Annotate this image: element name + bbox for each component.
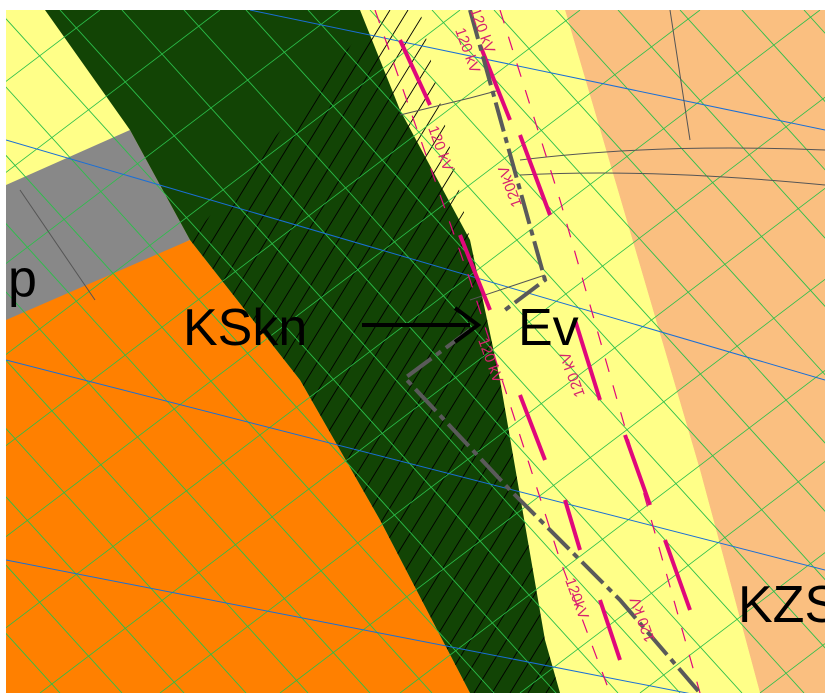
yellow-strip-zone xyxy=(360,10,760,693)
orange-zone xyxy=(6,240,470,693)
arrow-kskn-to-ev xyxy=(362,306,482,344)
dark-green-zone xyxy=(45,10,560,693)
powerline-120kv xyxy=(398,39,692,661)
peach-zone xyxy=(565,10,825,693)
zone-label-kskn: KSkn xyxy=(183,299,307,357)
zone-label-ev: Ev xyxy=(518,299,579,357)
zone-label-p: p xyxy=(8,250,37,308)
zone-label-kzs: KZS xyxy=(738,576,825,634)
blue-lines xyxy=(6,10,825,693)
powerline-buffer-lines xyxy=(374,10,701,693)
road-boundary-line xyxy=(402,10,702,693)
green-grid-lines xyxy=(6,10,825,693)
